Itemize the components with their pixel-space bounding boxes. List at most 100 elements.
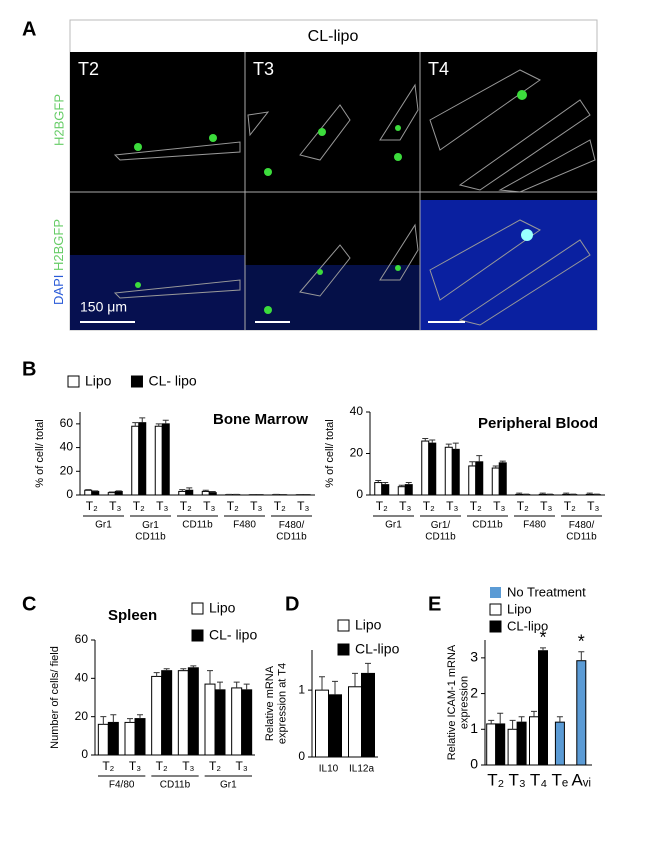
x-tick-label: Aᵥᵢ	[572, 770, 591, 789]
y-axis-label: Number of cells/ field	[49, 646, 61, 749]
bar	[529, 716, 539, 766]
legend-label: Lipo	[209, 600, 236, 616]
panel-a-title: CL-lipo	[308, 28, 359, 45]
error-bar	[137, 714, 143, 719]
panel-label: E	[428, 593, 441, 615]
bar	[114, 490, 123, 496]
bar	[185, 489, 194, 496]
error-bar	[155, 423, 162, 427]
y-tick-label: 60	[60, 416, 74, 430]
bar	[328, 694, 342, 758]
x-tick-label: T₃	[250, 499, 262, 513]
column-label: T2	[78, 59, 99, 79]
x-tick-label: T₂	[517, 499, 529, 513]
panel-label: B	[22, 358, 36, 380]
legend-swatch	[337, 643, 350, 656]
bar	[138, 422, 147, 496]
panel-label: C	[22, 593, 36, 615]
bar	[374, 482, 383, 496]
bar	[107, 492, 116, 496]
bar	[486, 723, 497, 766]
bar	[154, 425, 163, 496]
bar	[315, 689, 329, 758]
y-tick-label: 20	[60, 463, 74, 477]
error-bar	[375, 479, 382, 483]
x-tick-label: T₂	[133, 499, 145, 513]
error-bar	[365, 662, 371, 674]
bar	[554, 721, 565, 766]
y-tick-label: 2	[470, 684, 478, 700]
bar	[177, 670, 189, 756]
bar	[404, 484, 413, 496]
x-tick-label: T₂	[487, 770, 504, 789]
scale-bar-label: 150 μm	[80, 299, 127, 315]
x-tick-label: T₂	[470, 499, 482, 513]
bar	[562, 493, 571, 496]
error-bar	[578, 651, 585, 661]
error-bar	[516, 492, 523, 495]
row-label: DAPI H2BGFP	[51, 219, 66, 305]
y-tick-label: 1	[470, 720, 478, 736]
bar	[231, 687, 243, 756]
y-axis-label: % of cell/ total	[324, 419, 336, 487]
y-axis-label: Relative ICAM-1 mRNAexpression	[446, 644, 471, 760]
group-label: CD11b	[160, 780, 191, 791]
error-bar	[518, 716, 525, 723]
group-label: F480	[233, 520, 256, 531]
annotation: *	[578, 632, 585, 652]
y-tick-label: 0	[298, 749, 305, 763]
error-bar	[163, 668, 170, 671]
bar	[576, 660, 587, 766]
bar	[84, 489, 93, 496]
bar	[475, 461, 484, 496]
bar	[498, 462, 507, 496]
error-bar	[476, 455, 483, 462]
legend-label: Lipo	[85, 373, 112, 389]
legend-label: Lipo	[355, 617, 382, 633]
legend-swatch	[337, 619, 350, 632]
legend-swatch	[489, 620, 502, 633]
error-bar	[531, 710, 537, 717]
error-bar	[332, 680, 338, 695]
bar	[91, 490, 100, 496]
error-bar	[319, 676, 325, 691]
bar	[495, 723, 506, 766]
y-axis-label: % of cell/ total	[34, 419, 46, 487]
x-tick-label: IL12a	[349, 764, 374, 775]
x-tick-label: T₃	[508, 770, 525, 789]
y-tick-label: 20	[350, 446, 364, 460]
error-bar	[497, 712, 504, 724]
group-label: Gr1	[385, 520, 402, 531]
x-tick-label: T₄	[530, 770, 547, 789]
error-bar	[100, 716, 107, 725]
x-tick-label: T₂	[564, 499, 576, 513]
y-tick-label: 20	[75, 709, 89, 723]
bar	[516, 721, 527, 766]
micrographs	[70, 52, 597, 330]
y-tick-label: 1	[298, 682, 305, 696]
error-bar	[207, 670, 213, 685]
group-label: F480	[523, 520, 546, 531]
error-bar	[509, 719, 516, 730]
y-tick-label: 40	[350, 404, 364, 418]
error-bar	[398, 484, 405, 487]
group-label: Gr1	[220, 780, 237, 791]
x-tick-label: T₂	[209, 759, 221, 773]
chart-title: Spleen	[108, 607, 157, 624]
x-tick-label: T₃	[236, 759, 248, 773]
group-label: CD11b	[182, 520, 213, 531]
error-bar	[85, 489, 92, 491]
x-tick-label: T₂	[423, 499, 435, 513]
y-tick-label: 40	[75, 671, 89, 685]
x-tick-label: IL10	[319, 764, 339, 775]
error-bar	[243, 683, 250, 690]
x-tick-label: T₃	[446, 499, 458, 513]
bar	[214, 689, 226, 756]
error-bar	[162, 419, 169, 424]
bar	[451, 448, 460, 496]
error-bar	[405, 482, 412, 485]
x-tick-label: T₂	[156, 759, 168, 773]
column-label: T3	[253, 59, 274, 79]
bar	[241, 689, 253, 756]
